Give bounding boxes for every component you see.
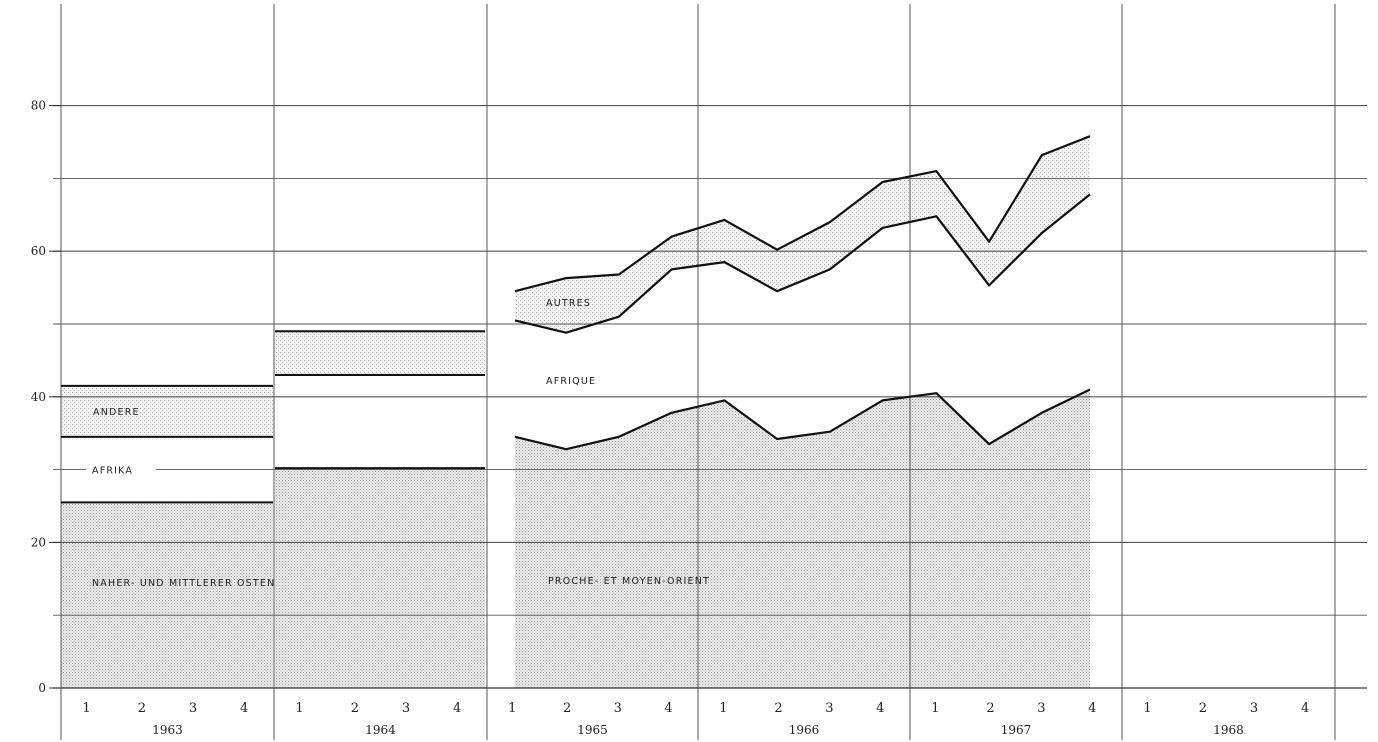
x-quarter-label-1966-3: 3 [825,701,833,716]
chart-text: 0 20 40 60 80 1 2 3 4 1963 1 2 3 4 1964 1 2 3 4 1965 1 2 3 4 196… [31,99,1310,737]
area-fills [61,136,1090,688]
series-lines [61,135,1091,504]
x-quarter-label-1965-3: 3 [614,701,622,716]
area-other-quarterly [515,136,1090,333]
x-quarter-label-1964-2: 2 [351,701,359,716]
y-tick-label-0: 0 [38,681,46,695]
x-quarter-label-1963-3: 3 [189,701,197,716]
x-quarter-label-1963-4: 4 [240,701,248,716]
x-quarter-label-1968-3: 3 [1250,701,1258,716]
y-tick-label-80: 80 [31,99,46,113]
area-bar-1964-near-east [275,468,485,688]
y-tick-label-20: 20 [31,535,46,549]
x-year-label-1963: 1963 [152,723,183,737]
series-label-afrique: AFRIQUE [546,376,596,387]
x-quarter-label-1967-2: 2 [986,701,994,716]
x-year-label-1968: 1968 [1213,723,1244,737]
x-quarter-label-1966-2: 2 [774,701,782,716]
series-label-andere: ANDERE [93,407,140,418]
series-label-afrika: AFRIKA [92,466,133,477]
x-quarter-label-1968-2: 2 [1199,701,1207,716]
y-tick-label-40: 40 [31,390,46,404]
series-line-other [514,135,1091,293]
x-quarter-label-1966-4: 4 [876,701,884,716]
x-quarter-label-1964-4: 4 [453,701,461,716]
x-quarter-label-1965-4: 4 [664,701,672,716]
x-quarter-label-1965-1: 1 [508,701,516,716]
x-quarter-label-1964-3: 3 [402,701,410,716]
area-bar-1963-other [61,385,273,437]
x-quarter-label-1968-1: 1 [1143,701,1151,716]
x-year-label-1964: 1964 [365,723,396,737]
x-quarter-label-1966-1: 1 [719,701,727,716]
x-quarter-label-1967-3: 3 [1037,701,1045,716]
series-line-near-east [514,388,1091,451]
x-quarter-label-1965-2: 2 [563,701,571,716]
series-label-naher-osten: NAHER- UND MITTLERER OSTEN [92,578,275,589]
x-year-label-1966: 1966 [789,723,820,737]
series-label-autres: AUTRES [546,298,591,309]
x-quarter-label-1963-1: 1 [82,701,90,716]
series-label-afrika-bg [86,463,156,476]
x-quarter-label-1967-4: 4 [1088,701,1096,716]
grid [49,4,1367,740]
area-bar-1964-other [275,331,485,375]
area-near-east-quarterly [515,389,1090,688]
series-label-proche-orient: PROCHE- ET MOYEN-ORIENT [548,576,710,587]
x-quarter-label-1967-1: 1 [931,701,939,716]
y-tick-label-60: 60 [31,244,46,258]
x-quarter-label-1968-4: 4 [1301,701,1309,716]
series-line-africa [514,193,1091,334]
x-quarter-label-1964-1: 1 [295,701,303,716]
x-year-label-1967: 1967 [1001,723,1032,737]
x-year-label-1965: 1965 [577,723,608,737]
area-bar-1963-near-east [61,502,273,688]
x-quarter-label-1963-2: 2 [138,701,146,716]
